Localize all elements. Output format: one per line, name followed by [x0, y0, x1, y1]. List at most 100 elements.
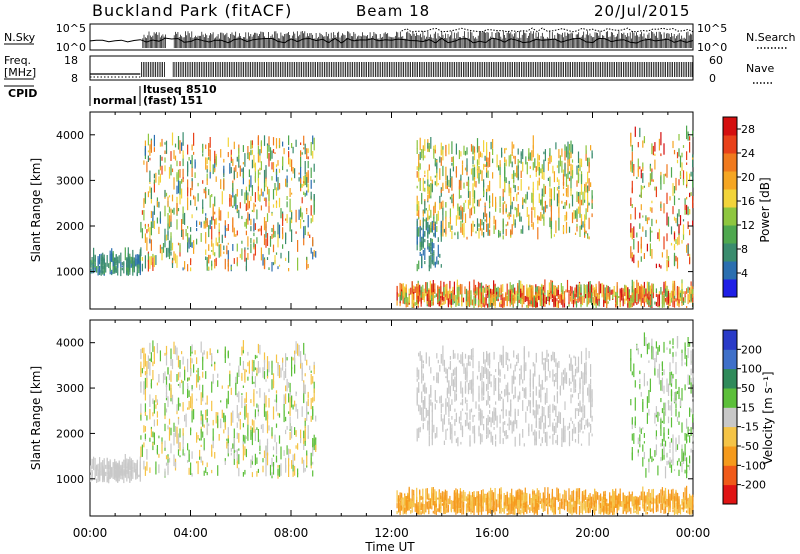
echo-cell	[106, 458, 108, 469]
echo-cell	[303, 234, 305, 246]
echo-cell	[247, 253, 249, 260]
echo-cell	[165, 247, 168, 258]
echo-cell	[436, 163, 438, 177]
echo-cell	[91, 470, 93, 476]
echo-cell	[445, 144, 447, 157]
echo-cell	[670, 167, 673, 178]
echo-cell	[689, 141, 691, 153]
echo-cell	[416, 400, 418, 406]
echo-cell	[528, 215, 530, 226]
echo-cell	[442, 418, 444, 432]
echo-cell	[461, 160, 464, 165]
echo-cell	[285, 385, 287, 392]
echo-cell	[300, 351, 302, 364]
echo-cell	[488, 298, 490, 304]
echo-cell	[468, 281, 471, 294]
echo-cell	[445, 376, 447, 379]
echo-cell	[259, 155, 261, 163]
echo-cell	[643, 288, 646, 295]
echo-cell	[529, 166, 531, 169]
echo-cell	[518, 280, 520, 293]
echo-cell	[640, 256, 642, 262]
echo-cell	[251, 185, 254, 196]
echo-cell	[304, 429, 306, 441]
echo-cell	[250, 140, 252, 150]
echo-cell	[452, 166, 455, 172]
echo-cell	[196, 374, 198, 388]
echo-cell	[544, 290, 546, 296]
echo-cell	[164, 228, 166, 241]
echo-cell	[440, 142, 442, 156]
echo-cell	[428, 255, 430, 268]
echo-cell	[532, 162, 534, 171]
echo-cell	[440, 226, 442, 230]
echo-cell	[307, 231, 309, 236]
echo-cell	[529, 174, 531, 178]
echo-cell	[153, 432, 156, 445]
echo-cell	[455, 215, 458, 226]
echo-cell	[505, 361, 507, 365]
echo-cell	[440, 189, 442, 193]
echo-cell	[648, 291, 650, 301]
echo-cell	[676, 237, 679, 246]
echo-cell	[260, 161, 263, 171]
echo-cell	[499, 369, 501, 376]
echo-cell	[191, 154, 193, 169]
echo-cell	[666, 192, 668, 204]
echo-cell	[242, 360, 245, 371]
echo-cell	[144, 433, 147, 440]
echo-cell	[442, 345, 444, 357]
echo-cell	[291, 426, 293, 439]
echo-cell	[106, 472, 108, 480]
echo-cell	[541, 188, 543, 201]
echo-cell	[313, 381, 315, 393]
echo-cell	[291, 177, 293, 181]
echo-cell	[474, 293, 477, 295]
echo-cell	[433, 207, 435, 216]
noise-traces	[89, 27, 694, 48]
echo-cell	[651, 207, 653, 213]
echo-cell	[171, 359, 174, 370]
echo-cell	[682, 170, 685, 182]
echo-cell	[502, 345, 504, 358]
echo-cell	[272, 406, 275, 420]
echo-cell	[106, 255, 108, 261]
echo-cell	[301, 368, 303, 381]
echo-cell	[434, 158, 436, 165]
echo-cell	[205, 371, 207, 379]
echo-cell	[286, 426, 288, 430]
echo-cell	[554, 297, 557, 307]
echo-cell	[253, 202, 255, 213]
echo-cell	[582, 191, 584, 206]
echo-cell	[173, 422, 175, 432]
echo-cell	[568, 152, 571, 159]
echo-cell	[153, 400, 156, 414]
echo-cell	[514, 376, 516, 380]
echo-cell	[147, 191, 150, 198]
echo-cell	[129, 256, 131, 269]
echo-cell	[200, 221, 202, 228]
echo-cell	[422, 384, 424, 392]
echo-cell	[306, 208, 308, 212]
echo-cell	[442, 184, 444, 191]
echo-cell	[256, 373, 258, 376]
echo-cell	[416, 185, 418, 189]
echo-cell	[537, 180, 539, 191]
echo-cell	[99, 463, 101, 472]
echo-cell	[144, 225, 147, 229]
echo-cell	[427, 420, 429, 431]
echo-cell	[454, 419, 456, 426]
echo-cell	[419, 428, 421, 433]
echo-cell	[679, 170, 682, 176]
echo-cell	[555, 142, 557, 150]
echo-cell	[250, 243, 252, 254]
echo-cell	[473, 206, 476, 214]
echo-cell	[420, 286, 422, 301]
echo-cell	[520, 170, 522, 178]
echo-cell	[205, 249, 207, 255]
echo-cell	[592, 297, 594, 303]
echo-cell	[146, 374, 148, 388]
echo-cell	[297, 473, 299, 478]
echo-cell	[152, 257, 154, 267]
echo-cell	[591, 199, 593, 206]
